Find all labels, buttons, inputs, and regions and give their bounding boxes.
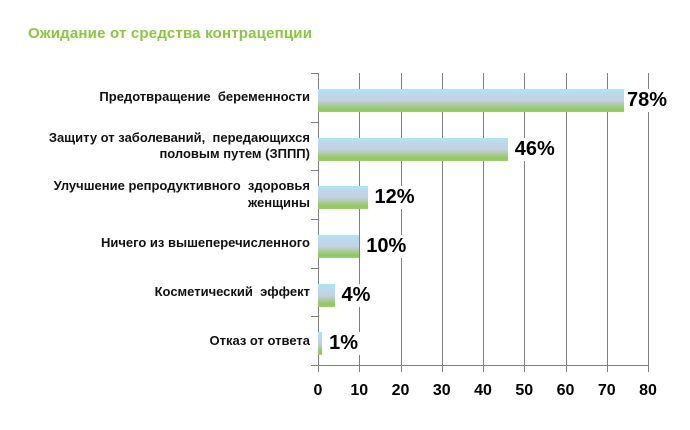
bar bbox=[318, 88, 640, 112]
x-axis-tick-label: 30 bbox=[432, 382, 451, 399]
bar bbox=[318, 137, 508, 161]
category-label: Улучшение репродуктивного здоровья женщи… bbox=[53, 178, 310, 210]
x-axis-tick bbox=[483, 365, 484, 372]
y-axis-tick bbox=[311, 170, 318, 172]
x-axis-tick bbox=[400, 365, 402, 372]
bar-value-label: 12% bbox=[371, 186, 418, 210]
x-axis-tick-label: 0 bbox=[313, 382, 323, 399]
gridline bbox=[441, 73, 443, 365]
x-axis-tick-label: 40 bbox=[474, 382, 492, 399]
x-axis-tick bbox=[318, 365, 319, 372]
y-axis-tick bbox=[311, 121, 318, 123]
chart-title: Ожидание от средства контрацепции bbox=[28, 25, 313, 42]
x-axis-tick-label: 70 bbox=[597, 382, 616, 399]
x-axis-tick-label: 20 bbox=[391, 382, 410, 399]
gridline bbox=[400, 73, 402, 365]
gridline bbox=[565, 73, 567, 365]
x-axis-tick-label: 50 bbox=[515, 382, 534, 399]
bar bbox=[318, 332, 323, 356]
x-axis-tick bbox=[359, 365, 361, 372]
category-label: Ничего из вышеперечисленного bbox=[100, 235, 310, 251]
gridline bbox=[483, 73, 484, 365]
y-axis-tick bbox=[311, 267, 318, 269]
bar bbox=[318, 234, 360, 258]
bar-value-label: 1% bbox=[326, 332, 362, 356]
x-axis-tick-label: 60 bbox=[556, 382, 575, 399]
x-axis-tick bbox=[565, 365, 567, 372]
y-axis-tick bbox=[311, 316, 318, 318]
gridline bbox=[648, 73, 649, 365]
bar-value-label: 78% bbox=[624, 88, 671, 112]
x-axis-line bbox=[311, 365, 648, 366]
gridline bbox=[606, 73, 608, 365]
gridline bbox=[524, 73, 526, 365]
bar bbox=[318, 283, 335, 307]
bar-value-label: 10% bbox=[363, 234, 410, 258]
bar bbox=[318, 186, 368, 210]
x-axis-tick bbox=[648, 365, 649, 372]
x-axis-tick bbox=[524, 365, 526, 372]
bar-value-label: 46% bbox=[511, 137, 558, 161]
y-axis-tick bbox=[311, 365, 318, 366]
gridline bbox=[359, 73, 361, 365]
value-axis-line bbox=[318, 73, 319, 365]
y-axis-tick bbox=[311, 219, 318, 220]
x-axis-tick-label: 80 bbox=[639, 382, 657, 399]
x-axis-tick-label: 10 bbox=[350, 382, 369, 399]
y-axis-tick bbox=[311, 73, 318, 74]
category-label: Отказ от ответа bbox=[209, 332, 310, 348]
bar-value-label: 4% bbox=[338, 283, 374, 307]
category-label: Защиту от заболеваний, передающихся поло… bbox=[48, 129, 310, 161]
category-label: Косметический эффект bbox=[154, 283, 310, 299]
category-label: Предотвращение беременности bbox=[99, 89, 310, 105]
x-axis-tick bbox=[441, 365, 443, 372]
x-axis-tick bbox=[606, 365, 608, 372]
